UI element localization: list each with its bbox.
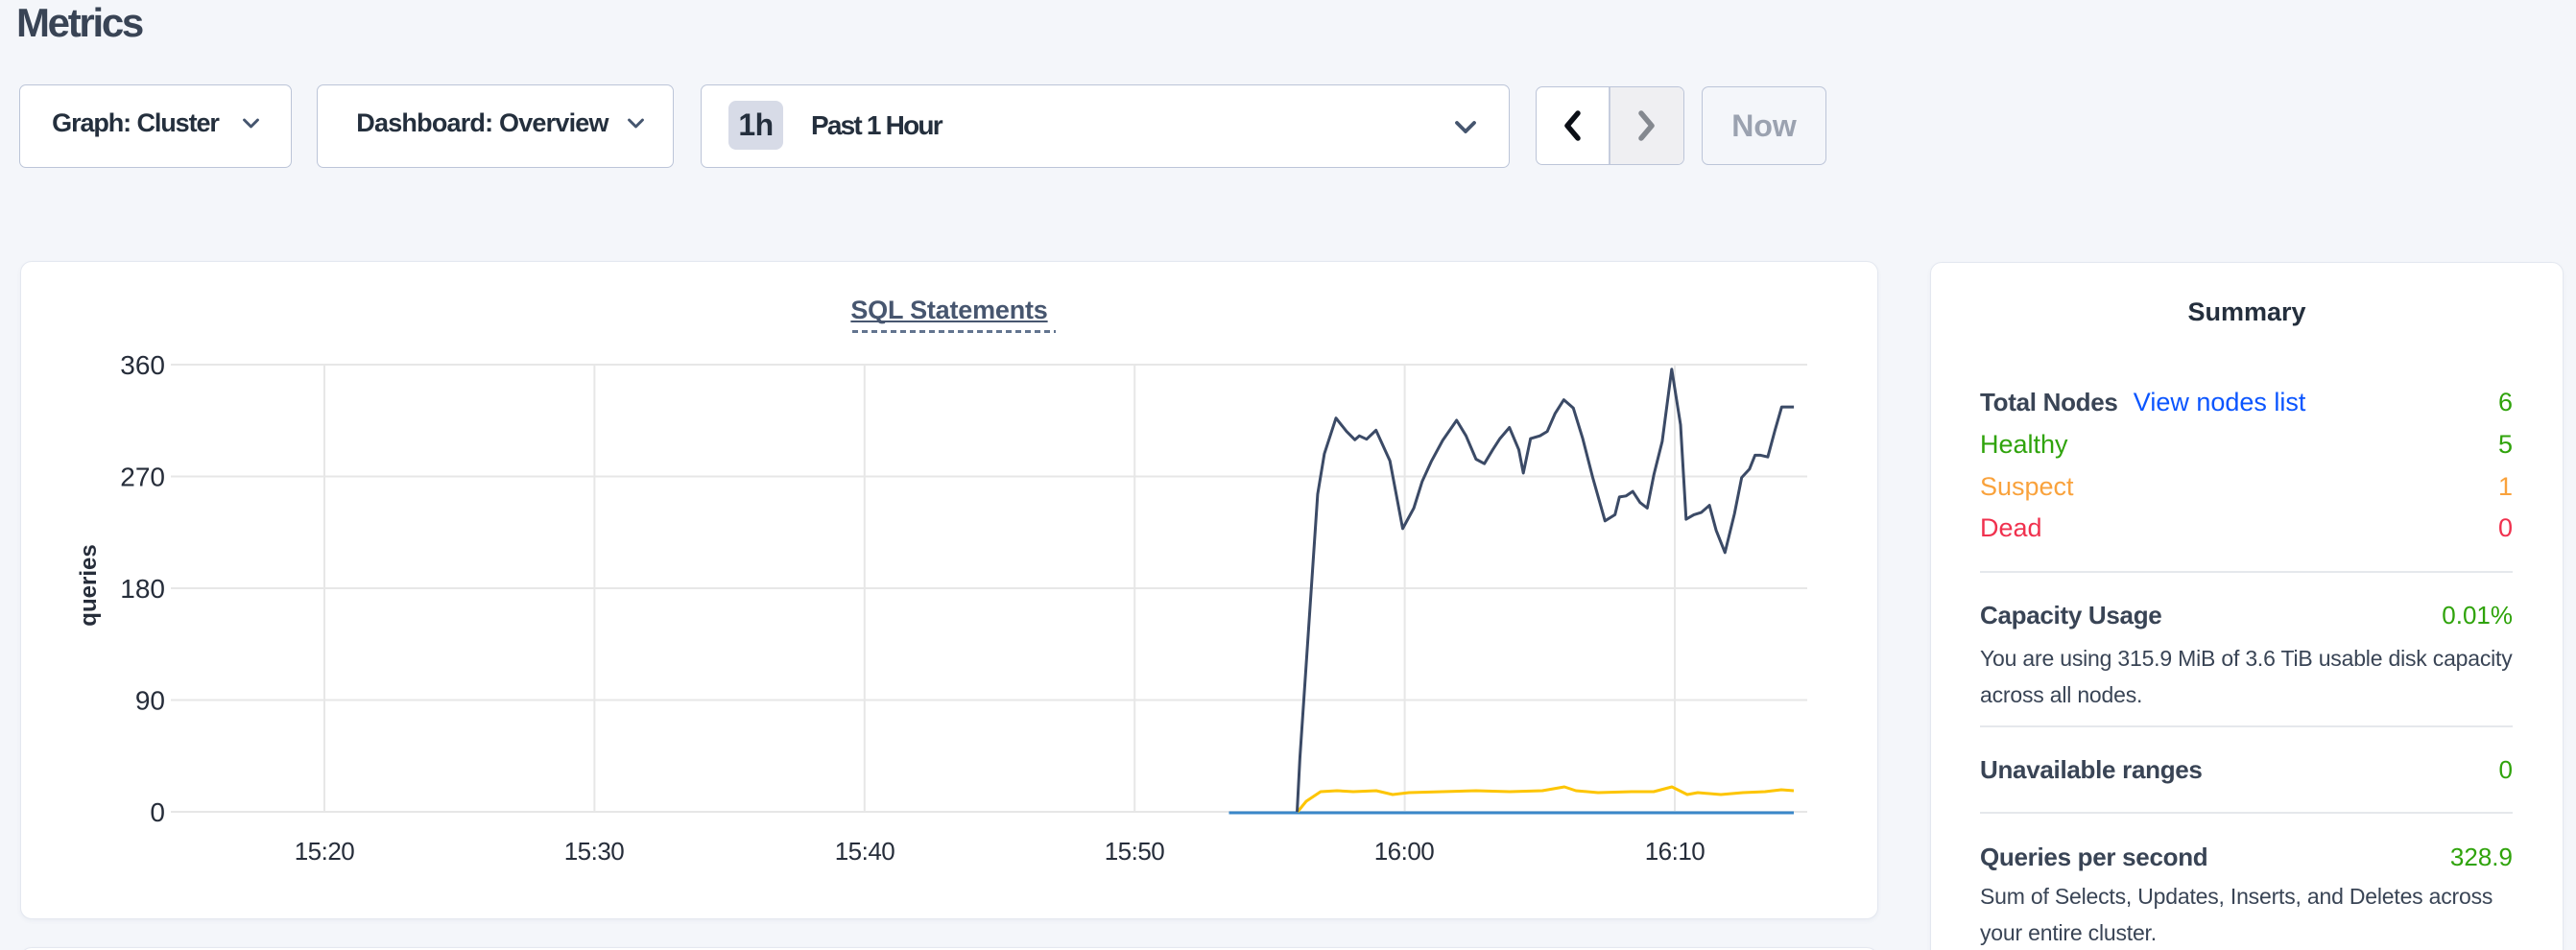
svg-text:queries: queries bbox=[76, 544, 102, 626]
svg-text:15:30: 15:30 bbox=[564, 837, 625, 866]
svg-text:0: 0 bbox=[150, 797, 165, 827]
svg-text:15:20: 15:20 bbox=[295, 837, 355, 866]
svg-text:270: 270 bbox=[120, 463, 165, 492]
svg-text:15:50: 15:50 bbox=[1105, 837, 1165, 866]
svg-text:90: 90 bbox=[135, 686, 165, 716]
svg-text:360: 360 bbox=[120, 350, 165, 380]
svg-text:16:00: 16:00 bbox=[1374, 837, 1435, 866]
svg-text:180: 180 bbox=[120, 574, 165, 604]
svg-text:15:40: 15:40 bbox=[835, 837, 895, 866]
svg-text:16:10: 16:10 bbox=[1645, 837, 1705, 866]
